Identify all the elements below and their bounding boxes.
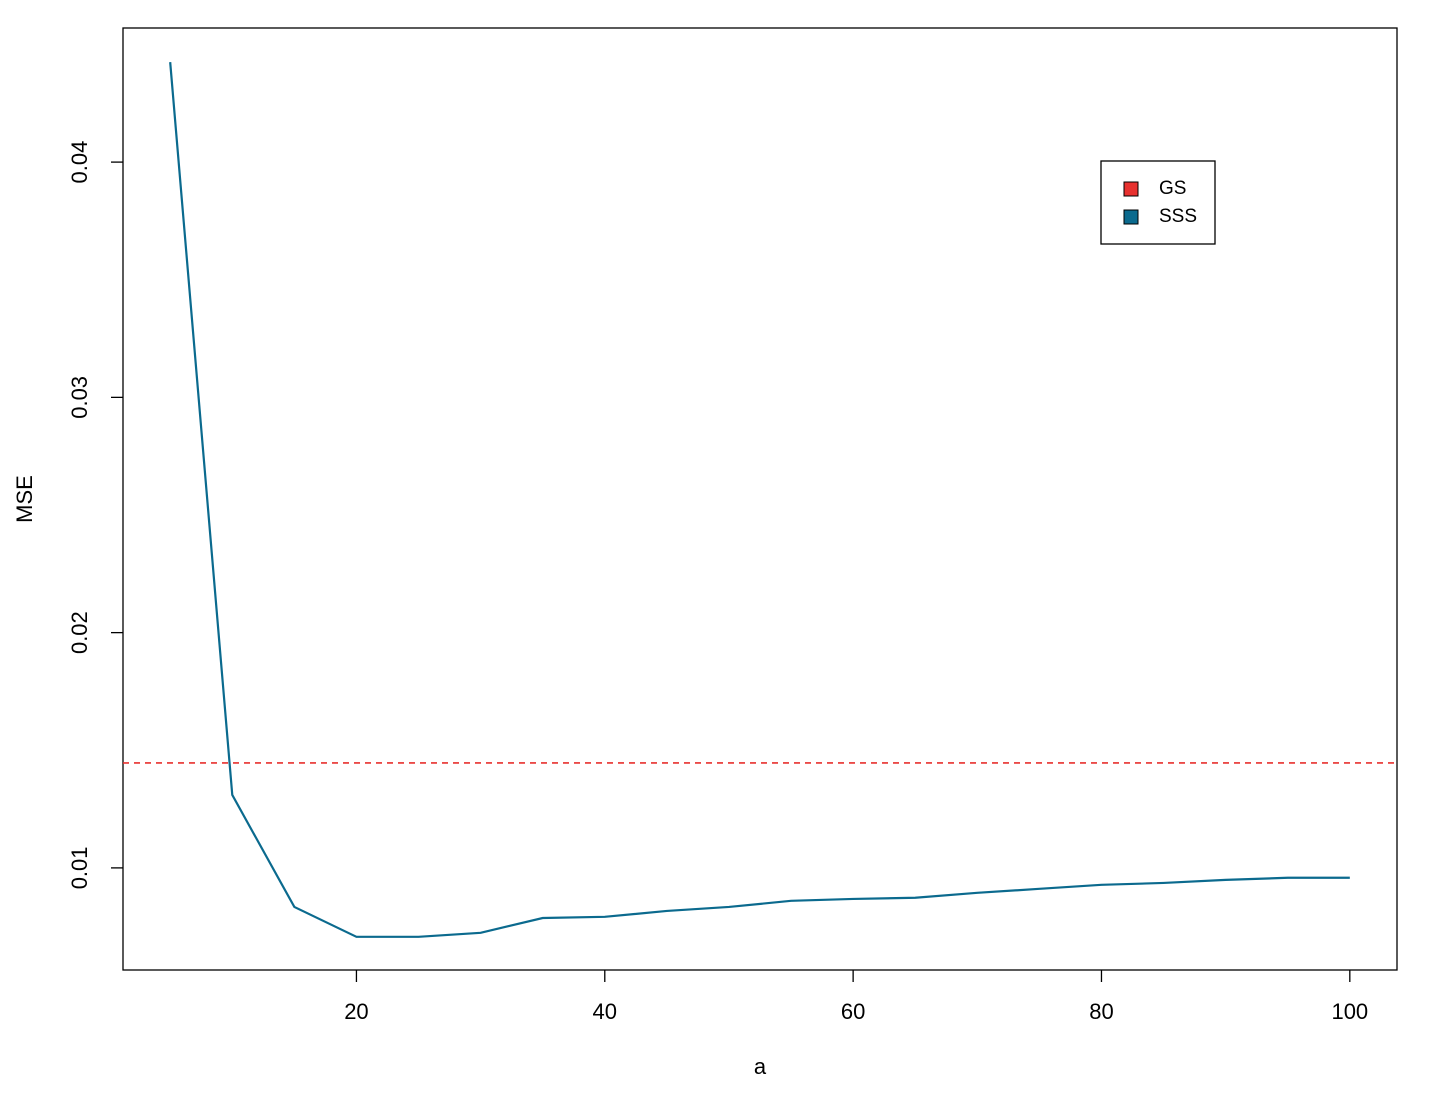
y-tick-label: 0.02 bbox=[67, 611, 92, 654]
x-tick-label: 20 bbox=[344, 999, 368, 1024]
legend-label: SSS bbox=[1159, 206, 1197, 227]
y-tick-label: 0.03 bbox=[67, 376, 92, 419]
y-tick-label: 0.01 bbox=[67, 846, 92, 889]
x-tick-label: 100 bbox=[1331, 999, 1368, 1024]
legend-swatch bbox=[1123, 209, 1139, 225]
legend-label: GS bbox=[1159, 178, 1186, 199]
plot-frame bbox=[122, 27, 1398, 971]
x-tick-label: 60 bbox=[841, 999, 865, 1024]
x-tick-label: 80 bbox=[1089, 999, 1113, 1024]
y-axis-label: MSE bbox=[12, 475, 37, 523]
legend-frame bbox=[1100, 160, 1216, 245]
y-tick-label: 0.04 bbox=[67, 141, 92, 184]
series-line bbox=[169, 62, 1350, 938]
legend-swatch bbox=[1123, 181, 1139, 197]
x-axis-label: a bbox=[754, 1054, 767, 1079]
x-tick-label: 40 bbox=[593, 999, 617, 1024]
